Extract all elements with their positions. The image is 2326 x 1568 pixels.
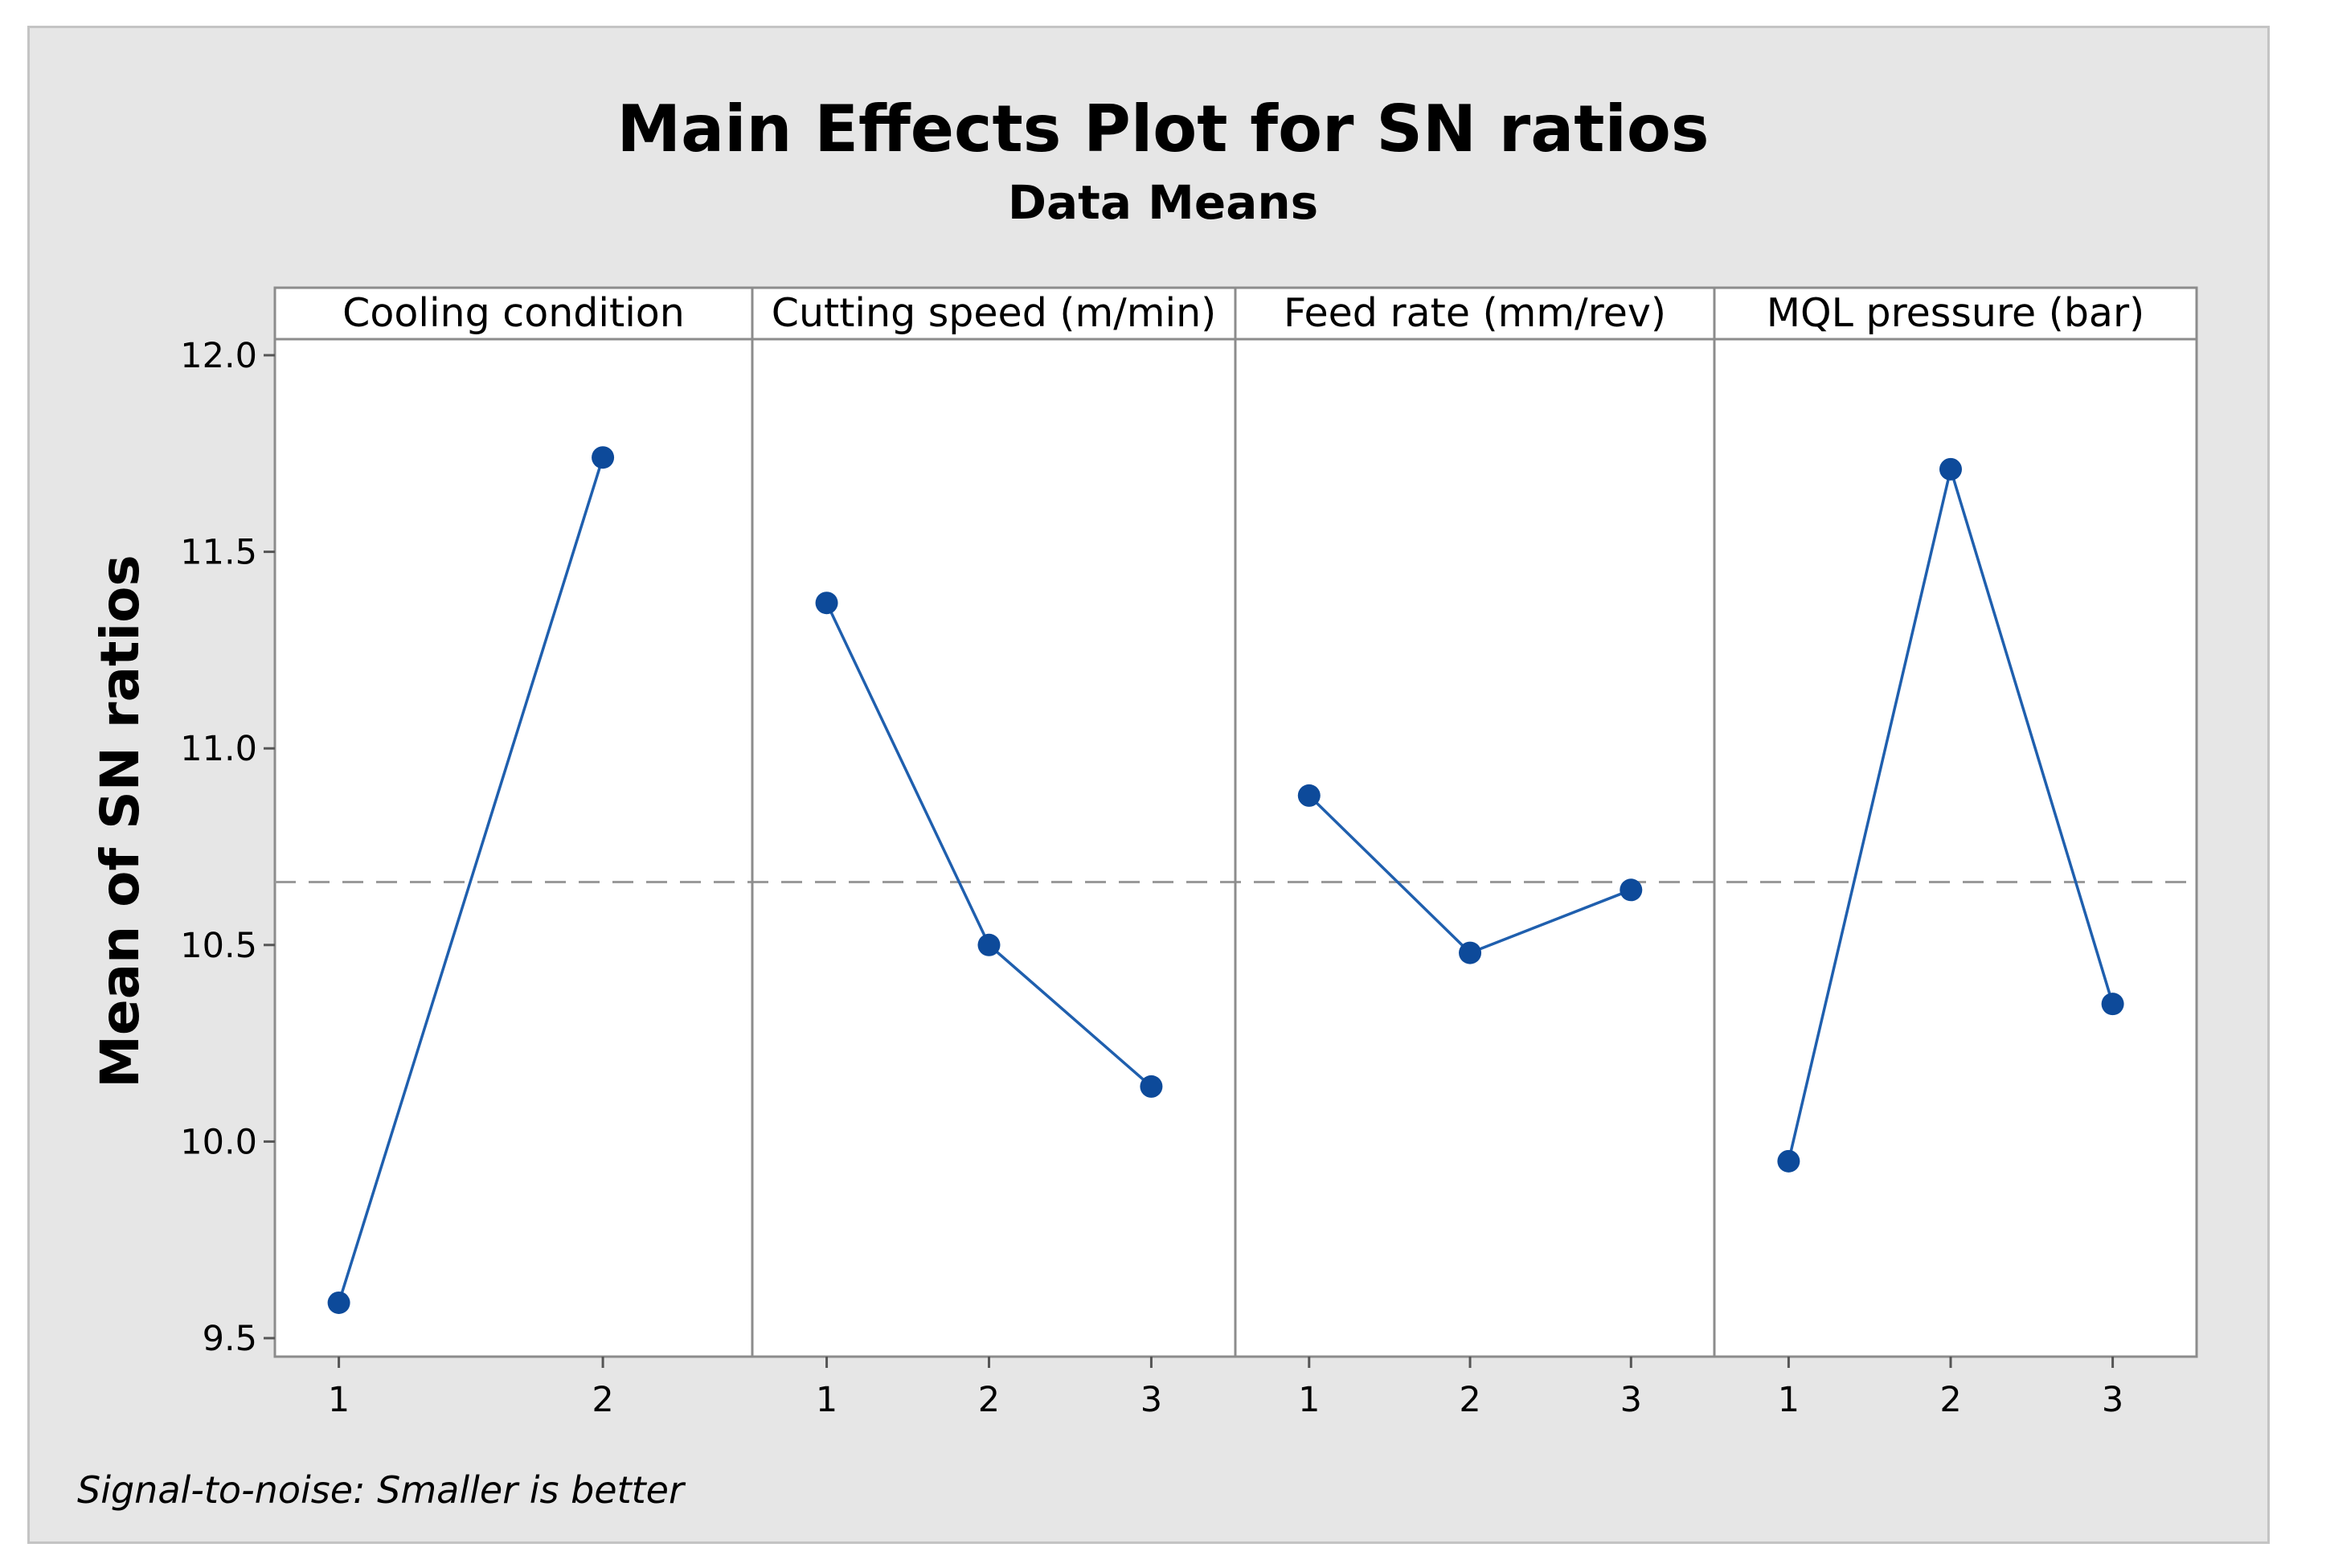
- panel-strip-label: MQL pressure (bar): [1767, 290, 2144, 336]
- x-tick-label: 3: [1620, 1380, 1642, 1420]
- x-tick-label: 3: [2102, 1380, 2123, 1420]
- data-point: [1140, 1075, 1163, 1098]
- data-point: [592, 446, 615, 469]
- y-tick-label: 10.0: [180, 1122, 257, 1162]
- data-point: [1297, 784, 1321, 807]
- x-tick-label: 2: [1459, 1380, 1480, 1420]
- y-tick-label: 9.5: [203, 1319, 257, 1359]
- x-tick-label: 2: [592, 1380, 613, 1420]
- data-point: [1620, 878, 1643, 902]
- data-point: [1939, 457, 1962, 481]
- data-point: [327, 1291, 350, 1314]
- y-tick-label: 10.5: [180, 926, 257, 966]
- y-tick-label: 11.5: [180, 533, 257, 573]
- y-tick-label: 12.0: [180, 336, 257, 376]
- y-tick-label: 11.0: [180, 729, 257, 769]
- footnote: Signal-to-noise: Smaller is better: [77, 1468, 686, 1512]
- data-point: [977, 933, 1001, 956]
- chart-title: Main Effects Plot for SN ratios: [617, 92, 1710, 166]
- data-point: [2101, 993, 2124, 1016]
- series-line: [337, 456, 604, 1304]
- x-tick-label: 1: [1298, 1380, 1320, 1420]
- data-point: [1459, 941, 1482, 964]
- data-point: [1777, 1149, 1800, 1173]
- x-tick-label: 3: [1140, 1380, 1162, 1420]
- x-tick-label: 2: [1939, 1380, 1961, 1420]
- chart-subtitle: Data Means: [1008, 175, 1318, 230]
- panel-strip-label: Cooling condition: [342, 290, 685, 336]
- y-axis-label: Mean of SN ratios: [89, 555, 151, 1088]
- panel-strip-label: Feed rate (mm/rev): [1284, 290, 1666, 336]
- x-tick-label: 2: [978, 1380, 1000, 1420]
- data-point: [815, 592, 838, 615]
- x-tick-label: 1: [328, 1380, 350, 1420]
- x-tick-label: 1: [1778, 1380, 1800, 1420]
- x-tick-label: 1: [816, 1380, 837, 1420]
- panel-strip-label: Cutting speed (m/min): [772, 290, 1217, 336]
